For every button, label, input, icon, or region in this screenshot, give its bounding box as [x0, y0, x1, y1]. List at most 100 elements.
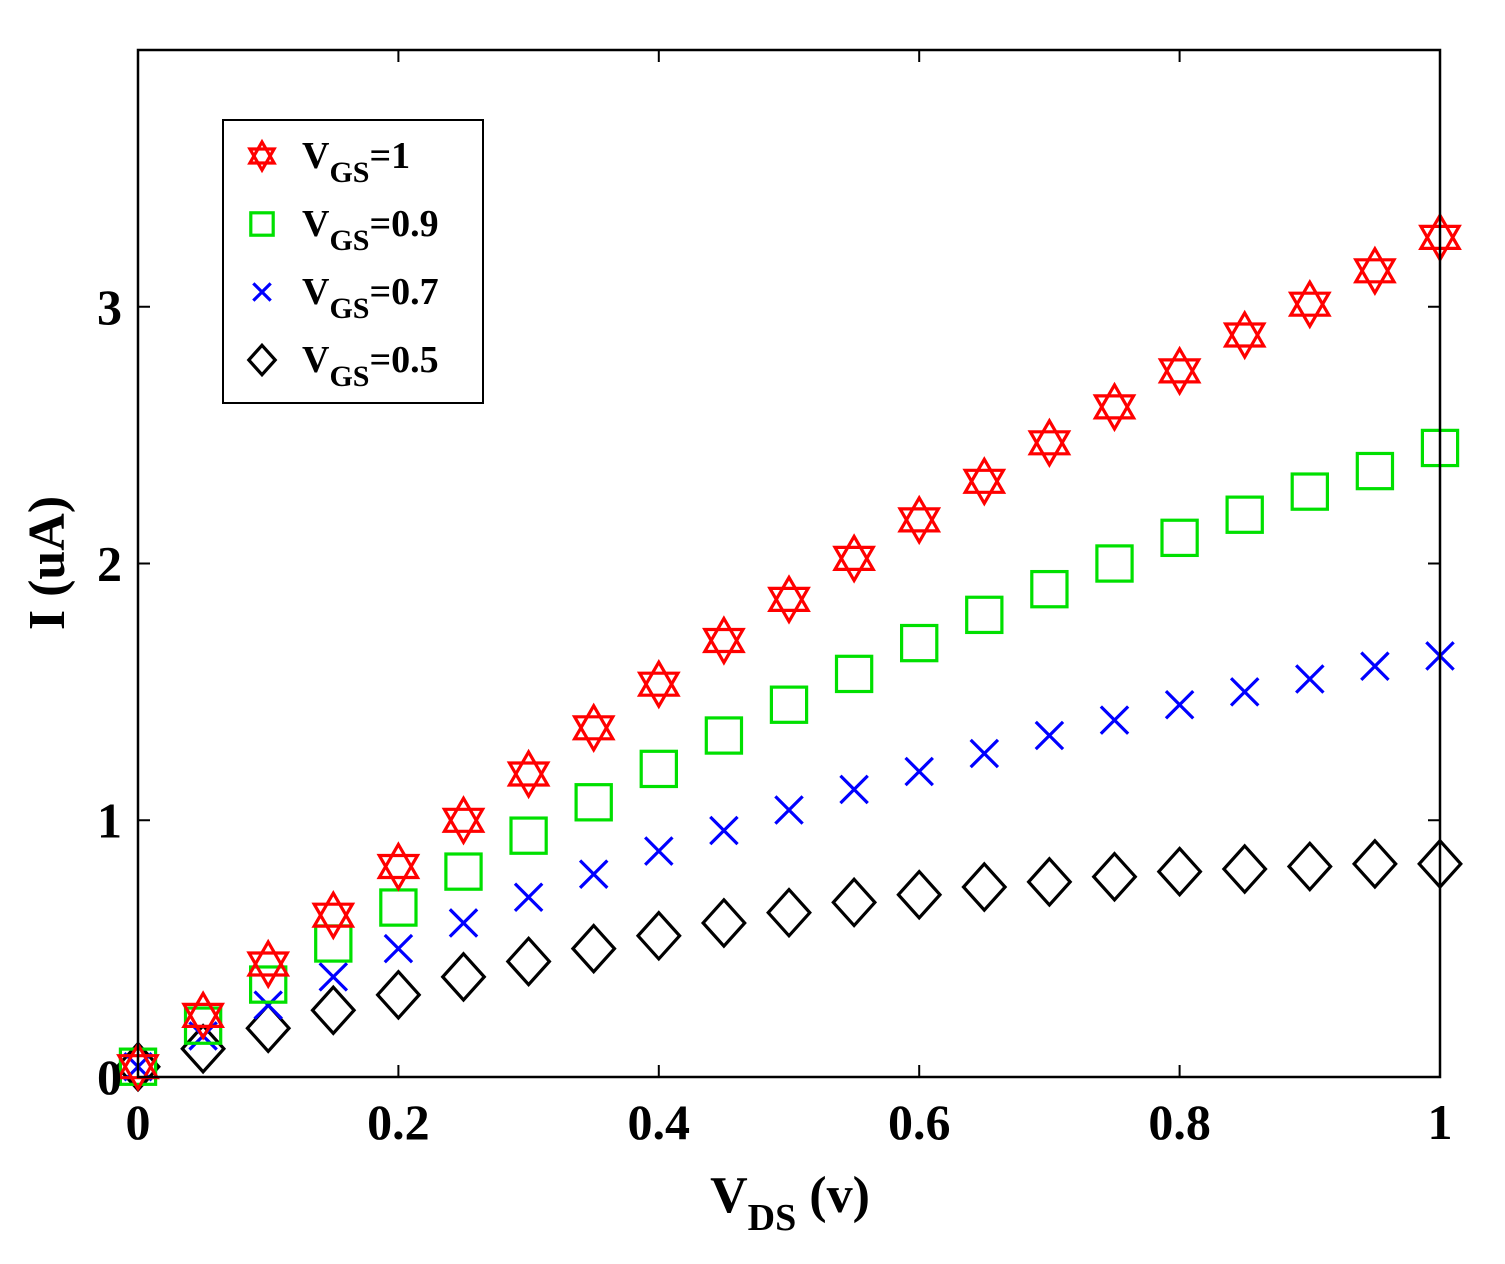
data-point-diamond [1351, 838, 1398, 890]
data-point-hexagram [636, 659, 681, 710]
data-point-diamond [570, 923, 617, 975]
series-diamond [115, 838, 1463, 1093]
data-point-square [249, 965, 288, 1004]
data-point-hexagram [1027, 417, 1072, 468]
data-point-x [774, 795, 804, 825]
data-point-hexagram [246, 938, 291, 990]
data-point-hexagram [767, 574, 811, 625]
legend-label: VGS=0.9 [302, 203, 439, 257]
y-tick-label: 2 [97, 536, 122, 592]
data-point-x [253, 990, 283, 1020]
data-point-diamond [1091, 851, 1138, 903]
data-point-diamond [375, 969, 422, 1021]
data-point-square [574, 783, 613, 822]
data-point-square [769, 685, 809, 724]
legend-label: VGS=0.7 [302, 271, 439, 325]
x-tick-label: 1 [1428, 1094, 1453, 1150]
legend-box [222, 119, 484, 404]
data-marks [115, 212, 1463, 1093]
legend-marker-square [249, 211, 275, 237]
data-point-diamond [831, 876, 878, 928]
data-point-x [1360, 651, 1390, 681]
x-tick-label: 0.2 [367, 1094, 430, 1150]
data-point-diamond [896, 869, 943, 921]
data-point-diamond [440, 951, 487, 1003]
data-point-hexagram [1157, 345, 1202, 397]
series-square [118, 428, 1460, 1086]
legend: VGS=1 VGS=0.9 VGS=0.7 VGS=0.5 [222, 119, 484, 404]
data-point-x [513, 882, 544, 913]
data-point-hexagram [832, 533, 876, 584]
data-point-diamond [310, 984, 357, 1036]
data-point-x [1229, 677, 1260, 707]
y-tick-label: 3 [97, 279, 122, 335]
x-tick-label: 0.6 [888, 1094, 951, 1150]
data-point-diamond [700, 897, 747, 949]
data-point-x [709, 815, 739, 846]
axis-ticks: 0 0.2 0.4 0.6 0.8 1 0 1 2 3 [97, 50, 1453, 1150]
legend-label: VGS=0.5 [302, 339, 439, 393]
data-point-hexagram [1222, 309, 1267, 361]
data-point-diamond [1026, 856, 1073, 908]
data-point-diamond [505, 935, 552, 987]
data-point-x [448, 908, 479, 938]
data-point-diamond [180, 1023, 227, 1075]
legend-marker-diamond [246, 342, 278, 378]
data-point-square [444, 852, 483, 891]
legend-marker-x [252, 282, 272, 302]
x-axis-label: VDS (v) [710, 1167, 870, 1239]
data-point-square [704, 716, 744, 755]
data-point-square [379, 888, 418, 927]
data-point-hexagram [1353, 245, 1397, 296]
data-point-square [1290, 472, 1329, 511]
data-point-x [383, 933, 414, 964]
data-point-square [1095, 544, 1134, 583]
data-point-hexagram [441, 795, 486, 846]
data-point-square [965, 595, 1004, 635]
data-point-x [1295, 664, 1325, 694]
data-point-hexagram [1092, 381, 1137, 433]
data-point-x [839, 774, 869, 805]
data-point-hexagram [506, 748, 551, 800]
legend-marker-hexagram [247, 138, 277, 174]
legend-label: VGS=1 [302, 135, 410, 189]
data-point-diamond [635, 910, 682, 962]
data-point-square [314, 924, 353, 963]
data-point-x [1034, 720, 1065, 751]
y-tick-label: 1 [97, 792, 122, 848]
data-point-x [318, 962, 349, 992]
data-point-x [904, 756, 934, 787]
x-tick-label: 0 [126, 1094, 151, 1150]
data-point-x [578, 859, 609, 889]
x-tick-label: 0.4 [628, 1094, 691, 1150]
data-point-square [509, 816, 548, 855]
data-point-square [899, 623, 939, 663]
data-point-square [1160, 518, 1199, 558]
data-point-x [969, 738, 1000, 769]
data-point-hexagram [181, 990, 225, 1041]
data-point-hexagram [962, 456, 1007, 507]
data-point-x [1099, 705, 1130, 735]
x-tick-label: 0.8 [1148, 1094, 1211, 1150]
data-point-square [1225, 495, 1264, 534]
data-point-diamond [961, 861, 1008, 913]
y-axis-label: I (uA) [19, 496, 76, 630]
data-point-hexagram [702, 615, 746, 666]
data-point-square [1355, 451, 1395, 491]
data-point-diamond [766, 887, 812, 939]
data-point-square [639, 749, 679, 789]
data-point-diamond [1221, 843, 1268, 895]
data-point-hexagram [376, 841, 421, 892]
data-point-hexagram [1287, 279, 1332, 330]
data-point-diamond [1286, 840, 1333, 892]
data-point-hexagram [897, 494, 942, 546]
data-point-square [1030, 569, 1069, 609]
data-point-diamond [245, 1002, 292, 1054]
series-x [123, 641, 1455, 1082]
data-point-square [834, 654, 874, 694]
data-point-x [644, 836, 674, 866]
data-point-x [1164, 689, 1195, 720]
data-point-hexagram [571, 702, 616, 753]
